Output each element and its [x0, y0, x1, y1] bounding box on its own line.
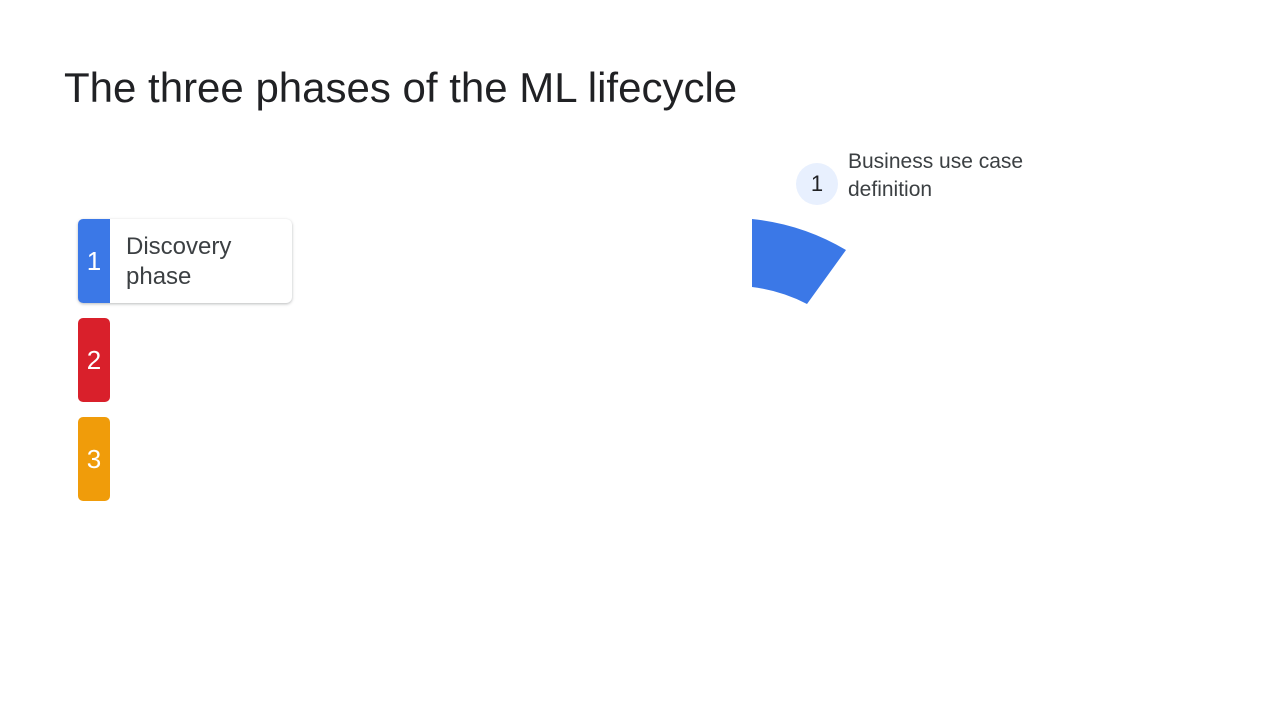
phase-number-tab: 1	[78, 219, 110, 303]
phase-card	[78, 219, 292, 303]
phase-number-tab: 3	[78, 417, 110, 501]
phase-number-tab: 2	[78, 318, 110, 402]
step-label: Business use case definition	[848, 150, 1024, 201]
phase-label: Discovery phase	[126, 233, 232, 290]
slide-title: The three phases of the ML lifecycle	[64, 64, 738, 111]
wheel-segment-discovery	[752, 219, 846, 304]
step-number-badge: 1	[796, 163, 838, 205]
